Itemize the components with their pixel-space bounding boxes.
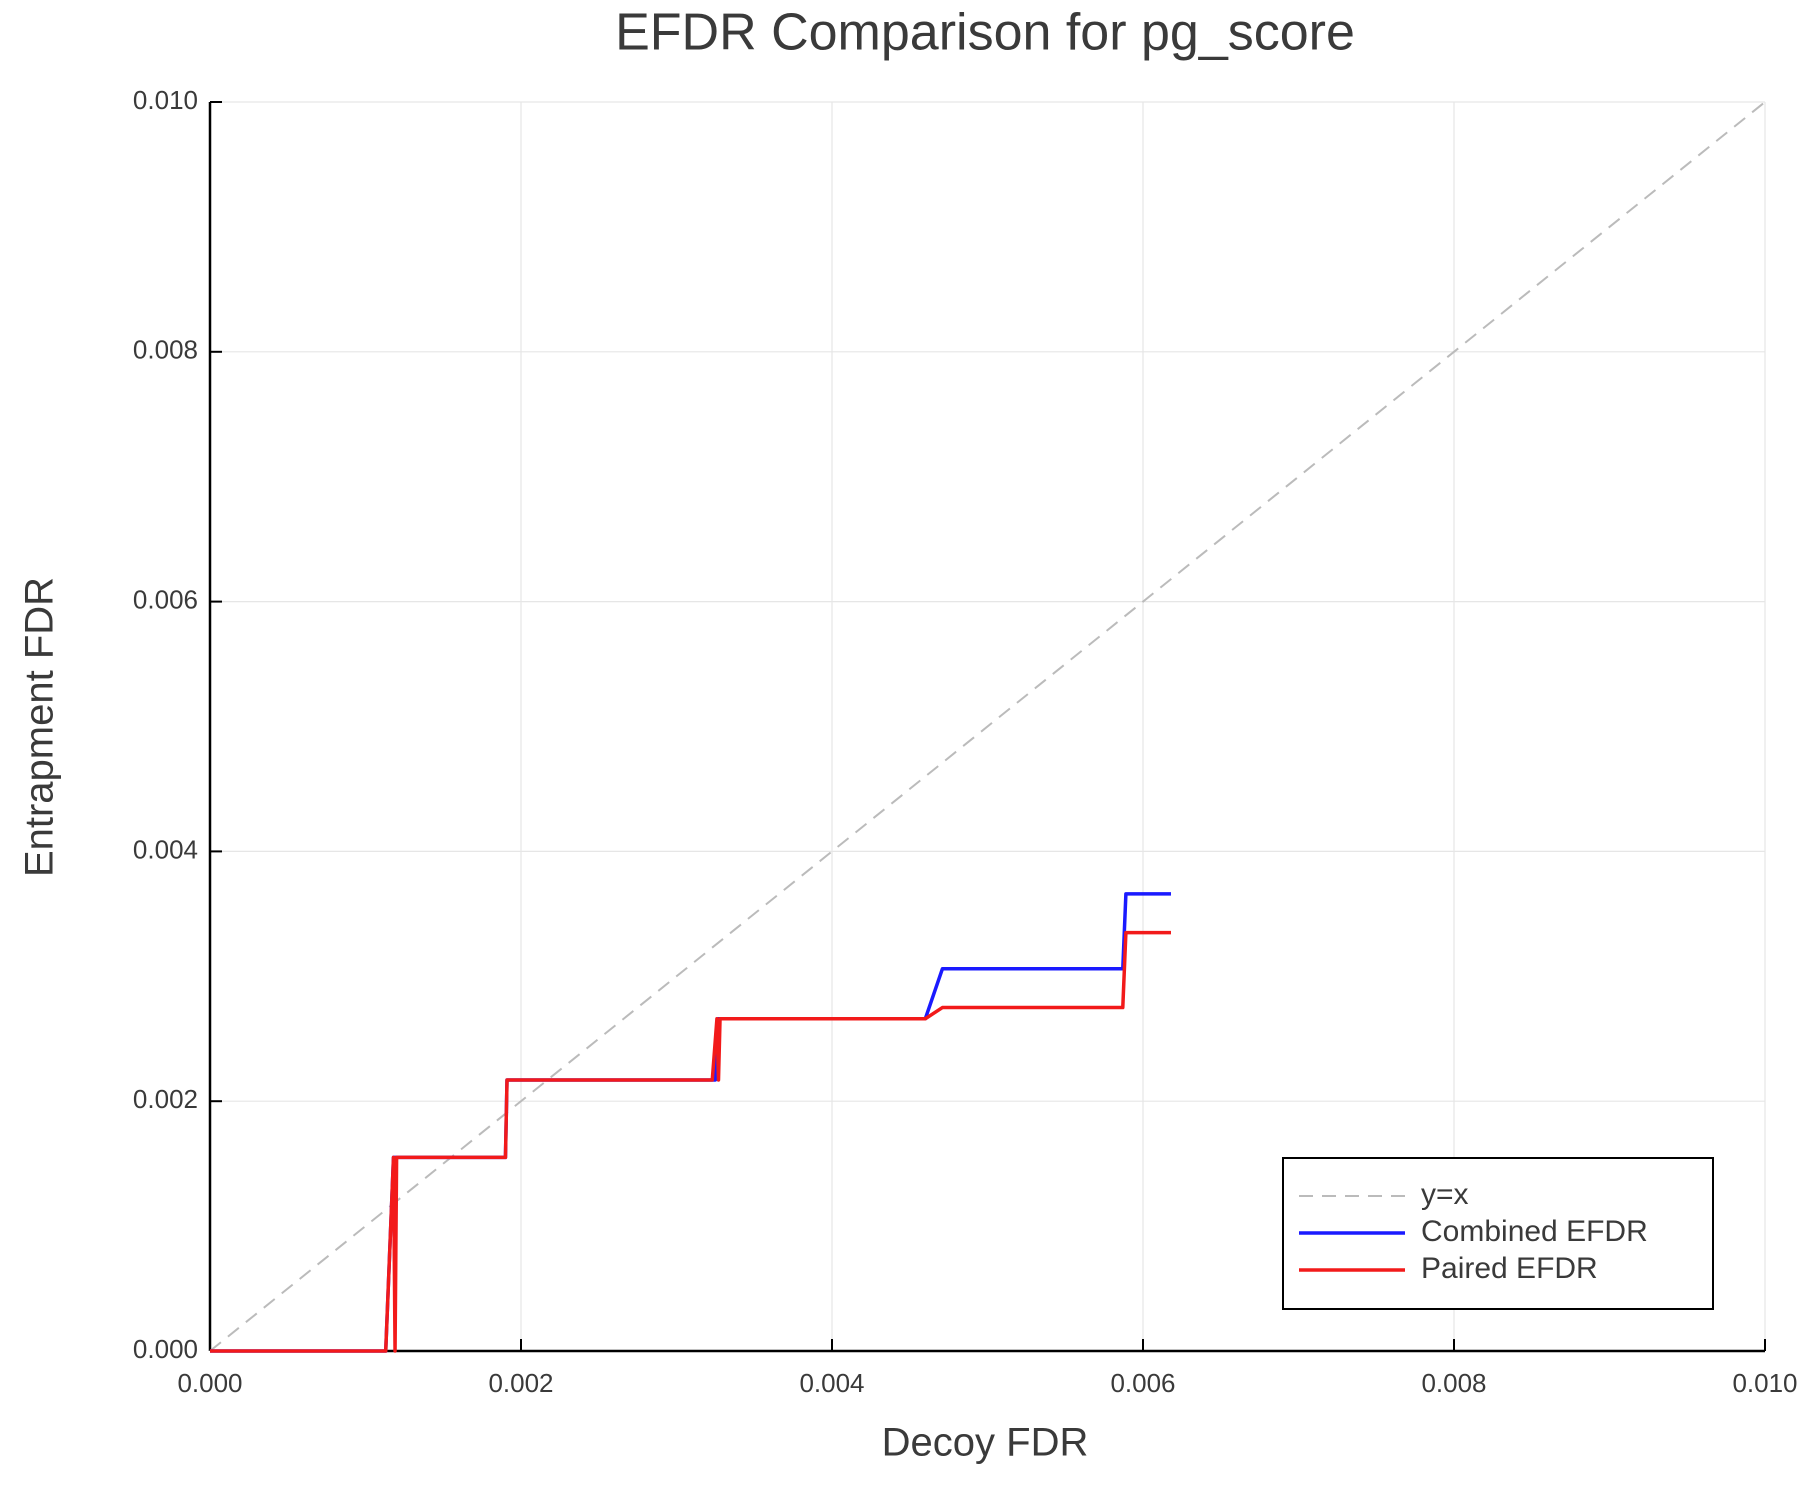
legend-label: Paired EFDR [1421, 1252, 1598, 1285]
y-tick-label: 0.004 [133, 834, 198, 864]
series-line [209, 101, 1766, 1352]
x-tick-label: 0.008 [1421, 1368, 1486, 1398]
chart-title: EFDR Comparison for pg_score [615, 4, 1355, 62]
x-tick-label: 0.000 [177, 1368, 242, 1398]
x-tick-label: 0.010 [1732, 1368, 1797, 1398]
y-tick-label: 0.010 [133, 85, 198, 115]
legend-label: y=x [1421, 1178, 1469, 1211]
x-tick-label: 0.004 [799, 1368, 864, 1398]
x-axis-label: Decoy FDR [882, 1421, 1089, 1465]
y-axis-label: Entrapment FDR [18, 577, 62, 877]
y-tick-label: 0.000 [133, 1334, 198, 1364]
legend-label: Combined EFDR [1421, 1215, 1648, 1248]
x-tick-label: 0.002 [488, 1368, 553, 1398]
series-line [210, 892, 1171, 1353]
y-tick-label: 0.002 [133, 1084, 198, 1114]
y-tick-label: 0.006 [133, 584, 198, 614]
x-tick-label: 0.006 [1110, 1368, 1175, 1398]
series-line [210, 930, 1171, 1353]
y-tick-label: 0.008 [133, 335, 198, 365]
